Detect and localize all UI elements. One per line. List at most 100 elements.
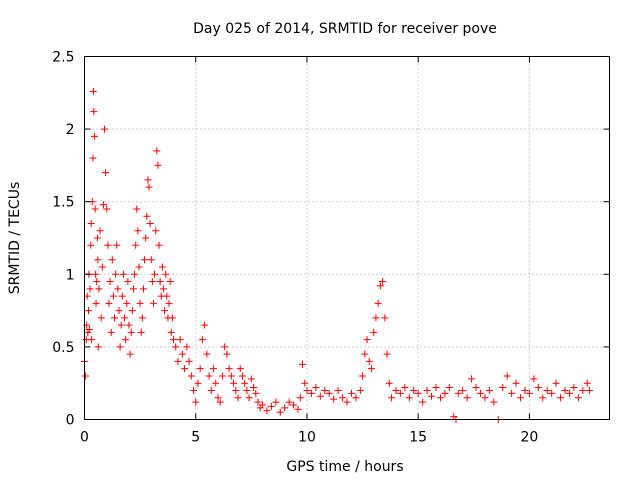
data-point: [221, 343, 229, 351]
y-axis-label: SRMTID / TECUs: [7, 182, 23, 295]
data-point: [203, 350, 211, 358]
data-point: [372, 314, 380, 322]
data-point: [108, 256, 116, 264]
data-point: [210, 365, 218, 373]
data-point: [136, 299, 144, 307]
data-point: [122, 336, 130, 344]
data-point: [543, 386, 551, 394]
data-point: [98, 263, 106, 271]
data-point: [85, 325, 93, 333]
data-point: [162, 270, 170, 278]
data-point: [152, 227, 160, 235]
data-point: [183, 343, 191, 351]
data-point: [272, 398, 280, 406]
data-point: [570, 384, 578, 392]
data-point: [181, 365, 189, 373]
data-point: [330, 395, 338, 403]
data-point: [234, 394, 242, 402]
data-point: [370, 328, 378, 336]
data-point: [214, 394, 222, 402]
data-point: [363, 336, 371, 344]
data-point: [91, 132, 99, 140]
data-point: [96, 227, 104, 235]
data-point: [232, 386, 240, 394]
data-point: [117, 321, 125, 329]
data-point: [508, 389, 516, 397]
data-point: [230, 379, 238, 387]
data-point: [236, 365, 244, 373]
data-point: [88, 336, 96, 344]
data-point: [299, 360, 307, 368]
data-point: [499, 384, 507, 392]
data-point: [241, 379, 249, 387]
plot-frame: [84, 56, 610, 420]
data-point: [185, 357, 193, 365]
data-point: [142, 234, 150, 242]
data-point: [131, 270, 139, 278]
data-point: [137, 328, 145, 336]
data-point: [135, 263, 143, 271]
data-point: [223, 350, 231, 358]
data-point: [339, 394, 347, 402]
data-point: [379, 278, 387, 286]
data-point: [128, 307, 136, 315]
x-tick-label: 5: [191, 430, 200, 446]
data-point: [334, 386, 342, 394]
data-point: [367, 365, 375, 373]
data-point: [436, 394, 444, 402]
data-point: [459, 386, 467, 394]
data-point: [114, 285, 122, 293]
data-point: [285, 398, 293, 406]
data-point: [174, 357, 182, 365]
data-point: [148, 278, 156, 286]
data-point: [401, 384, 409, 392]
data-point: [490, 398, 498, 406]
data-point: [90, 108, 98, 116]
data-point: [198, 336, 206, 344]
data-point: [126, 350, 134, 358]
data-point: [503, 372, 511, 380]
data-point: [254, 398, 262, 406]
data-point: [95, 285, 103, 293]
data-point: [133, 205, 141, 213]
data-point: [396, 389, 404, 397]
data-point: [347, 389, 355, 397]
data-point: [84, 328, 92, 336]
data-point: [423, 386, 431, 394]
grid-lines: [84, 56, 610, 420]
data-point: [530, 375, 538, 383]
data-point: [134, 227, 142, 235]
data-point: [557, 394, 565, 402]
data-point: [201, 321, 209, 329]
x-tick-label: 0: [80, 430, 89, 446]
data-point: [303, 386, 311, 394]
data-point: [252, 389, 260, 397]
data-point: [414, 389, 422, 397]
data-point: [118, 292, 126, 300]
data-point: [525, 389, 533, 397]
data-point: [216, 398, 224, 406]
data-point: [111, 314, 119, 322]
data-point: [104, 241, 112, 249]
data-point: [307, 389, 315, 397]
data-point: [146, 219, 154, 227]
data-point: [92, 270, 100, 278]
data-point: [163, 292, 171, 300]
data-point: [176, 336, 184, 344]
data-point: [147, 256, 155, 264]
data-point: [376, 282, 384, 290]
data-point: [125, 321, 133, 329]
data-point: [385, 379, 393, 387]
data-point: [194, 379, 202, 387]
data-point: [565, 389, 573, 397]
data-point: [94, 343, 102, 351]
data-point: [172, 343, 180, 351]
data-point: [113, 241, 121, 249]
data-point: [205, 372, 213, 380]
data-point: [243, 386, 251, 394]
data-point: [166, 278, 174, 286]
data-point: [144, 176, 152, 184]
data-point: [432, 384, 440, 392]
data-point: [245, 394, 253, 402]
data-point: [512, 379, 520, 387]
